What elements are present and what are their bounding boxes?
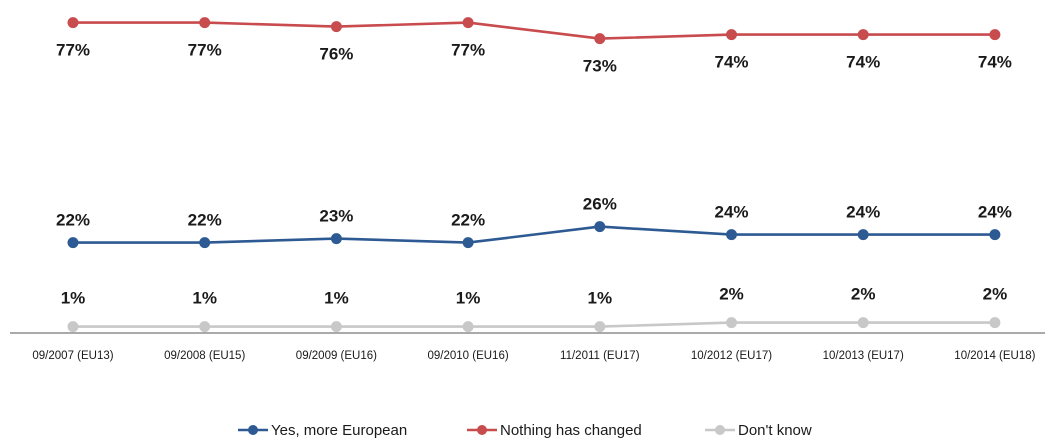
- data-label: 2%: [851, 285, 876, 304]
- data-label: 1%: [192, 289, 217, 308]
- legend-marker: [248, 425, 258, 435]
- data-point: [594, 33, 606, 45]
- data-point: [857, 229, 869, 241]
- data-label: 74%: [846, 53, 880, 72]
- x-tick-label: 09/2009 (EU16): [296, 350, 377, 362]
- data-label: 2%: [983, 285, 1008, 304]
- data-label: 24%: [846, 203, 880, 222]
- data-label: 77%: [188, 41, 222, 60]
- data-point: [199, 17, 211, 29]
- data-label: 1%: [61, 289, 86, 308]
- data-point: [330, 21, 342, 33]
- data-point: [726, 29, 737, 41]
- series-line-2: [73, 321, 995, 328]
- x-tick-label: 10/2014 (EU18): [954, 350, 1035, 362]
- data-point: [462, 321, 474, 333]
- legend-entry: Don't know: [705, 422, 812, 439]
- data-label: 73%: [583, 57, 617, 76]
- legend-marker: [477, 425, 487, 435]
- data-label: 74%: [978, 53, 1012, 72]
- data-label: 1%: [588, 289, 613, 308]
- data-point: [594, 221, 606, 233]
- data-point: [726, 317, 737, 329]
- data-point: [462, 17, 474, 29]
- data-label: 26%: [583, 195, 617, 214]
- data-label: 1%: [456, 289, 481, 308]
- data-label: 23%: [319, 207, 353, 226]
- series-layer: 22% 22% 23% 22%26% 24% 24% 24%77% 77% 76% 77%73% 7…: [56, 17, 1012, 333]
- data-point: [989, 29, 1001, 41]
- legend-entry: Nothing has changed: [467, 422, 642, 439]
- x-tick-label: 11/2011 (EU17): [560, 350, 640, 362]
- data-label: 77%: [451, 41, 485, 60]
- data-point: [199, 237, 211, 249]
- legend-label: Don't know: [738, 422, 812, 439]
- data-label: 74%: [714, 53, 748, 72]
- data-point: [330, 321, 342, 333]
- data-point: [594, 321, 606, 333]
- x-tick-label: 10/2013 (EU17): [823, 350, 904, 362]
- data-point: [67, 17, 79, 29]
- data-label: 22%: [188, 211, 222, 230]
- data-point: [726, 229, 737, 241]
- data-label: 1%: [324, 289, 349, 308]
- data-point: [989, 229, 1001, 241]
- legend-entry: Yes, more European: [238, 422, 407, 439]
- x-tick-label: 09/2007 (EU13): [32, 350, 113, 362]
- data-point: [199, 321, 211, 333]
- data-point: [67, 321, 79, 333]
- series-0: 22% 22% 23% 22% 26% 24% 24% 24%: [56, 195, 1012, 249]
- data-label: 22%: [56, 211, 90, 230]
- data-point: [462, 237, 474, 249]
- legend-label: Nothing has changed: [500, 422, 642, 439]
- x-axis-ticks: 09/2007 (EU13) 09/2008 (EU15) 09/2009 (EU1…: [32, 350, 1035, 362]
- data-point: [330, 233, 342, 245]
- data-label: 76%: [319, 45, 353, 64]
- legend-marker: [715, 425, 725, 435]
- data-point: [857, 317, 869, 329]
- series-1: 77% 77% 76% 77% 73% 74% 74% 74%: [56, 17, 1012, 76]
- legend: Yes, more European Nothing has changed Don…: [238, 422, 812, 439]
- data-point: [67, 237, 79, 249]
- data-point: [857, 29, 869, 41]
- x-tick-label: 10/2012 (EU17): [691, 350, 772, 362]
- legend-label: Yes, more European: [271, 422, 407, 439]
- x-tick-label: 09/2010 (EU16): [427, 350, 508, 362]
- data-label: 77%: [56, 41, 90, 60]
- series-line-1: [73, 21, 995, 40]
- series-2: 1% 1% 1% 1% 1% 2% 2% 2%: [61, 285, 1007, 333]
- data-label: 2%: [719, 285, 744, 304]
- data-point: [989, 317, 1001, 329]
- data-label: 24%: [978, 203, 1012, 222]
- x-tick-label: 09/2008 (EU15): [164, 350, 245, 362]
- data-label: 24%: [714, 203, 748, 222]
- data-label: 22%: [451, 211, 485, 230]
- series-line-0: [73, 225, 995, 244]
